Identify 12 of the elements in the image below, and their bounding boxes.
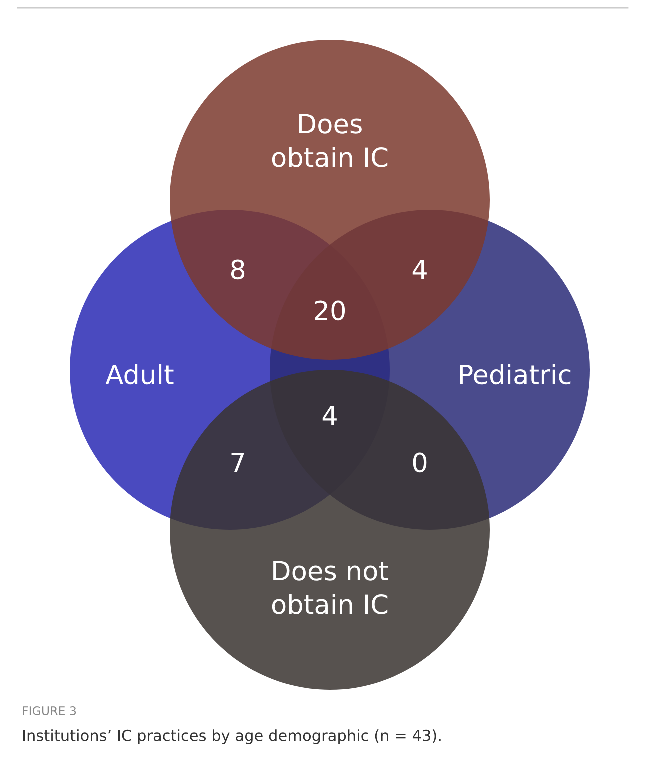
text: Adult bbox=[106, 364, 174, 385]
data-label: 7 bbox=[232, 453, 244, 472]
text: Pediatric bbox=[460, 364, 571, 385]
data-label: 0 bbox=[413, 452, 427, 473]
data-label: 4 bbox=[322, 406, 337, 426]
text: Does not obtain IC bbox=[272, 561, 388, 614]
caption: FIGURE 3 bbox=[23, 706, 76, 716]
data-label: 8 bbox=[231, 260, 245, 280]
text: Institutions’ IC practices by age demographic (n = 43). bbox=[24, 730, 441, 744]
text: Does obtain IC bbox=[272, 114, 388, 168]
data-label: 20 bbox=[315, 300, 346, 321]
data-label: 4 bbox=[412, 260, 427, 280]
